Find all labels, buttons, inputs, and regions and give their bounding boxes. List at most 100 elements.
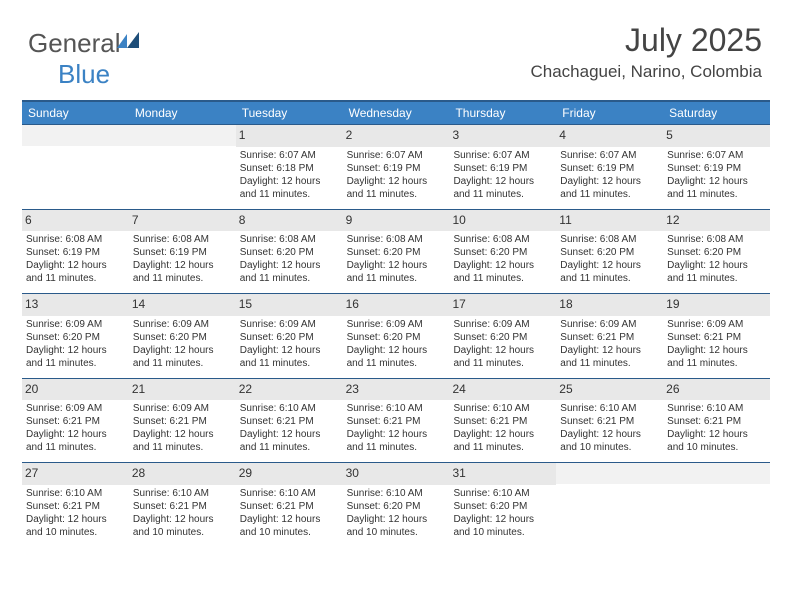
week-row: 1Sunrise: 6:07 AMSunset: 6:18 PMDaylight…: [22, 124, 770, 209]
daylight-text: Daylight: 12 hours and 11 minutes.: [347, 344, 446, 370]
day-details: Sunrise: 6:07 AMSunset: 6:19 PMDaylight:…: [559, 149, 660, 201]
sunset-text: Sunset: 6:21 PM: [560, 415, 659, 428]
logo-flag-icon: [117, 32, 143, 52]
day-details: Sunrise: 6:09 AMSunset: 6:21 PMDaylight:…: [25, 402, 126, 454]
day-cell: [129, 124, 236, 209]
day-number: [22, 124, 129, 146]
day-cell: 22Sunrise: 6:10 AMSunset: 6:21 PMDayligh…: [236, 378, 343, 463]
day-number: 7: [129, 209, 236, 232]
day-cell: 10Sunrise: 6:08 AMSunset: 6:20 PMDayligh…: [449, 209, 556, 294]
day-cell: 18Sunrise: 6:09 AMSunset: 6:21 PMDayligh…: [556, 293, 663, 378]
sunrise-text: Sunrise: 6:09 AM: [560, 318, 659, 331]
day-cell: 19Sunrise: 6:09 AMSunset: 6:21 PMDayligh…: [663, 293, 770, 378]
day-number: 4: [556, 124, 663, 147]
day-details: Sunrise: 6:09 AMSunset: 6:21 PMDaylight:…: [132, 402, 233, 454]
sunset-text: Sunset: 6:21 PM: [240, 500, 339, 513]
day-cell: 1Sunrise: 6:07 AMSunset: 6:18 PMDaylight…: [236, 124, 343, 209]
day-cell: 14Sunrise: 6:09 AMSunset: 6:20 PMDayligh…: [129, 293, 236, 378]
day-details: Sunrise: 6:10 AMSunset: 6:21 PMDaylight:…: [346, 402, 447, 454]
sunrise-text: Sunrise: 6:10 AM: [240, 487, 339, 500]
sunset-text: Sunset: 6:20 PM: [347, 331, 446, 344]
sunrise-text: Sunrise: 6:10 AM: [347, 402, 446, 415]
day-details: Sunrise: 6:08 AMSunset: 6:20 PMDaylight:…: [346, 233, 447, 285]
day-cell: 20Sunrise: 6:09 AMSunset: 6:21 PMDayligh…: [22, 378, 129, 463]
day-details: Sunrise: 6:10 AMSunset: 6:21 PMDaylight:…: [559, 402, 660, 454]
day-details: Sunrise: 6:10 AMSunset: 6:21 PMDaylight:…: [239, 487, 340, 539]
daylight-text: Daylight: 12 hours and 11 minutes.: [240, 344, 339, 370]
sunrise-text: Sunrise: 6:09 AM: [347, 318, 446, 331]
day-cell: 9Sunrise: 6:08 AMSunset: 6:20 PMDaylight…: [343, 209, 450, 294]
day-cell: [663, 462, 770, 547]
sunrise-text: Sunrise: 6:09 AM: [26, 318, 125, 331]
sunrise-text: Sunrise: 6:07 AM: [240, 149, 339, 162]
sunset-text: Sunset: 6:19 PM: [133, 246, 232, 259]
daylight-text: Daylight: 12 hours and 11 minutes.: [347, 428, 446, 454]
sunset-text: Sunset: 6:21 PM: [347, 415, 446, 428]
sunset-text: Sunset: 6:19 PM: [26, 246, 125, 259]
day-cell: 25Sunrise: 6:10 AMSunset: 6:21 PMDayligh…: [556, 378, 663, 463]
day-number: 31: [449, 462, 556, 485]
daylight-text: Daylight: 12 hours and 10 minutes.: [240, 513, 339, 539]
daylight-text: Daylight: 12 hours and 11 minutes.: [240, 259, 339, 285]
day-details: Sunrise: 6:08 AMSunset: 6:20 PMDaylight:…: [452, 233, 553, 285]
weekday-header: Saturday: [663, 102, 770, 124]
day-cell: [556, 462, 663, 547]
day-cell: 31Sunrise: 6:10 AMSunset: 6:20 PMDayligh…: [449, 462, 556, 547]
day-cell: 6Sunrise: 6:08 AMSunset: 6:19 PMDaylight…: [22, 209, 129, 294]
daylight-text: Daylight: 12 hours and 11 minutes.: [560, 259, 659, 285]
sunset-text: Sunset: 6:21 PM: [26, 500, 125, 513]
sunset-text: Sunset: 6:20 PM: [133, 331, 232, 344]
day-details: Sunrise: 6:07 AMSunset: 6:18 PMDaylight:…: [239, 149, 340, 201]
sunrise-text: Sunrise: 6:10 AM: [240, 402, 339, 415]
weekday-header: Thursday: [449, 102, 556, 124]
day-number: 1: [236, 124, 343, 147]
daylight-text: Daylight: 12 hours and 11 minutes.: [347, 259, 446, 285]
day-number: 27: [22, 462, 129, 485]
day-details: Sunrise: 6:09 AMSunset: 6:20 PMDaylight:…: [239, 318, 340, 370]
weekday-header: Tuesday: [236, 102, 343, 124]
day-details: Sunrise: 6:09 AMSunset: 6:21 PMDaylight:…: [559, 318, 660, 370]
daylight-text: Daylight: 12 hours and 11 minutes.: [667, 175, 766, 201]
day-details: Sunrise: 6:08 AMSunset: 6:20 PMDaylight:…: [666, 233, 767, 285]
day-cell: 29Sunrise: 6:10 AMSunset: 6:21 PMDayligh…: [236, 462, 343, 547]
day-cell: 7Sunrise: 6:08 AMSunset: 6:19 PMDaylight…: [129, 209, 236, 294]
day-details: Sunrise: 6:08 AMSunset: 6:19 PMDaylight:…: [25, 233, 126, 285]
sunset-text: Sunset: 6:21 PM: [26, 415, 125, 428]
sunset-text: Sunset: 6:20 PM: [240, 331, 339, 344]
day-cell: 27Sunrise: 6:10 AMSunset: 6:21 PMDayligh…: [22, 462, 129, 547]
sunset-text: Sunset: 6:21 PM: [667, 415, 766, 428]
day-number: 16: [343, 293, 450, 316]
sunrise-text: Sunrise: 6:08 AM: [240, 233, 339, 246]
daylight-text: Daylight: 12 hours and 11 minutes.: [26, 259, 125, 285]
day-details: Sunrise: 6:10 AMSunset: 6:21 PMDaylight:…: [666, 402, 767, 454]
daylight-text: Daylight: 12 hours and 11 minutes.: [560, 175, 659, 201]
day-details: Sunrise: 6:09 AMSunset: 6:20 PMDaylight:…: [25, 318, 126, 370]
day-number: 3: [449, 124, 556, 147]
day-details: Sunrise: 6:10 AMSunset: 6:20 PMDaylight:…: [452, 487, 553, 539]
sunset-text: Sunset: 6:20 PM: [240, 246, 339, 259]
sunrise-text: Sunrise: 6:07 AM: [560, 149, 659, 162]
sunset-text: Sunset: 6:21 PM: [240, 415, 339, 428]
logo: General Blue: [28, 28, 143, 90]
sunset-text: Sunset: 6:20 PM: [453, 500, 552, 513]
sunrise-text: Sunrise: 6:07 AM: [667, 149, 766, 162]
day-cell: 30Sunrise: 6:10 AMSunset: 6:20 PMDayligh…: [343, 462, 450, 547]
day-cell: 21Sunrise: 6:09 AMSunset: 6:21 PMDayligh…: [129, 378, 236, 463]
day-cell: 24Sunrise: 6:10 AMSunset: 6:21 PMDayligh…: [449, 378, 556, 463]
sunrise-text: Sunrise: 6:08 AM: [26, 233, 125, 246]
daylight-text: Daylight: 12 hours and 11 minutes.: [453, 175, 552, 201]
day-cell: 11Sunrise: 6:08 AMSunset: 6:20 PMDayligh…: [556, 209, 663, 294]
daylight-text: Daylight: 12 hours and 11 minutes.: [240, 428, 339, 454]
week-row: 6Sunrise: 6:08 AMSunset: 6:19 PMDaylight…: [22, 209, 770, 294]
sunset-text: Sunset: 6:20 PM: [453, 246, 552, 259]
daylight-text: Daylight: 12 hours and 10 minutes.: [453, 513, 552, 539]
day-details: Sunrise: 6:09 AMSunset: 6:21 PMDaylight:…: [666, 318, 767, 370]
day-number: [556, 462, 663, 484]
day-cell: [22, 124, 129, 209]
daylight-text: Daylight: 12 hours and 10 minutes.: [26, 513, 125, 539]
day-details: Sunrise: 6:10 AMSunset: 6:20 PMDaylight:…: [346, 487, 447, 539]
daylight-text: Daylight: 12 hours and 11 minutes.: [453, 259, 552, 285]
day-number: 20: [22, 378, 129, 401]
day-cell: 15Sunrise: 6:09 AMSunset: 6:20 PMDayligh…: [236, 293, 343, 378]
day-number: 13: [22, 293, 129, 316]
